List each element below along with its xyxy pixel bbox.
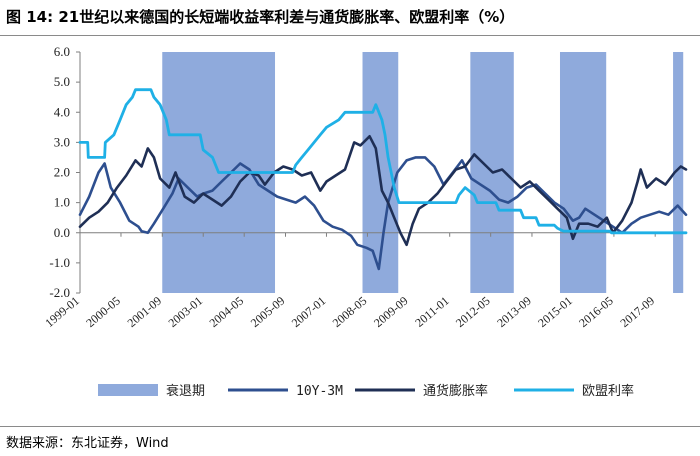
figure-title: 图 14: 21世纪以来德国的长短端收益率利差与通货膨胀率、欧盟利率（%） — [6, 8, 515, 26]
legend-recession-label: 衰退期 — [166, 383, 205, 399]
x-tick-label: 2000-05 — [83, 294, 123, 330]
spread-10y-3m-line — [78, 156, 688, 271]
x-tick-label: 2003-01 — [166, 294, 206, 330]
x-tick-label: 2009-09 — [371, 294, 411, 330]
y-tick-label: -1.0 — [49, 255, 70, 270]
source-note: 数据来源：东北证券，Wind — [6, 436, 169, 451]
x-tick-label: 2004-05 — [206, 294, 246, 330]
x-tick-label: 2012-05 — [453, 294, 493, 330]
legend-spread-label: 10Y-3M — [296, 384, 343, 399]
x-tick-label: 2011-01 — [412, 294, 451, 330]
eu-rate-line — [78, 88, 688, 235]
x-tick-label: 2017-09 — [617, 294, 657, 330]
series-lines — [78, 88, 688, 271]
chart: 6.05.04.03.02.01.00.0-1.0-2.0 1999-01 200… — [42, 44, 688, 399]
legend-inflation-label: 通货膨胀率 — [423, 383, 488, 399]
x-tick-label: 2008-05 — [330, 294, 370, 330]
y-tick-label: 0.0 — [54, 225, 70, 240]
legend: 衰退期 10Y-3M 通货膨胀率 欧盟利率 — [98, 383, 634, 399]
recession-band-5 — [673, 52, 684, 293]
y-tick-label: 2.0 — [54, 165, 70, 180]
x-tick-label: 2007-01 — [289, 294, 329, 330]
y-axis: 6.0 5.0 4.0 3.0 2.0 1.0 0.0 -1.0 -2.0 — [49, 44, 81, 300]
title-rule — [0, 35, 700, 36]
legend-eu-rate-label: 欧盟利率 — [582, 383, 634, 399]
y-tick-label: 3.0 — [54, 134, 70, 149]
y-tick-label: 4.0 — [54, 104, 70, 119]
x-tick-label: 2015-01 — [535, 294, 575, 330]
recession-band-4 — [559, 52, 607, 293]
x-tick-label: 2005-09 — [248, 294, 288, 330]
source-rule — [0, 426, 700, 427]
x-tick-label: 2016-05 — [576, 294, 616, 330]
legend-recession-swatch — [98, 384, 158, 396]
inflation-line — [78, 135, 688, 247]
x-tick-label: 2013-09 — [494, 294, 534, 330]
y-tick-label: 5.0 — [54, 74, 70, 89]
y-tick-label: 1.0 — [54, 195, 70, 210]
y-tick-label: -2.0 — [49, 285, 70, 300]
x-tick-label: 2001-09 — [125, 294, 165, 330]
y-tick-label: 6.0 — [54, 44, 70, 59]
